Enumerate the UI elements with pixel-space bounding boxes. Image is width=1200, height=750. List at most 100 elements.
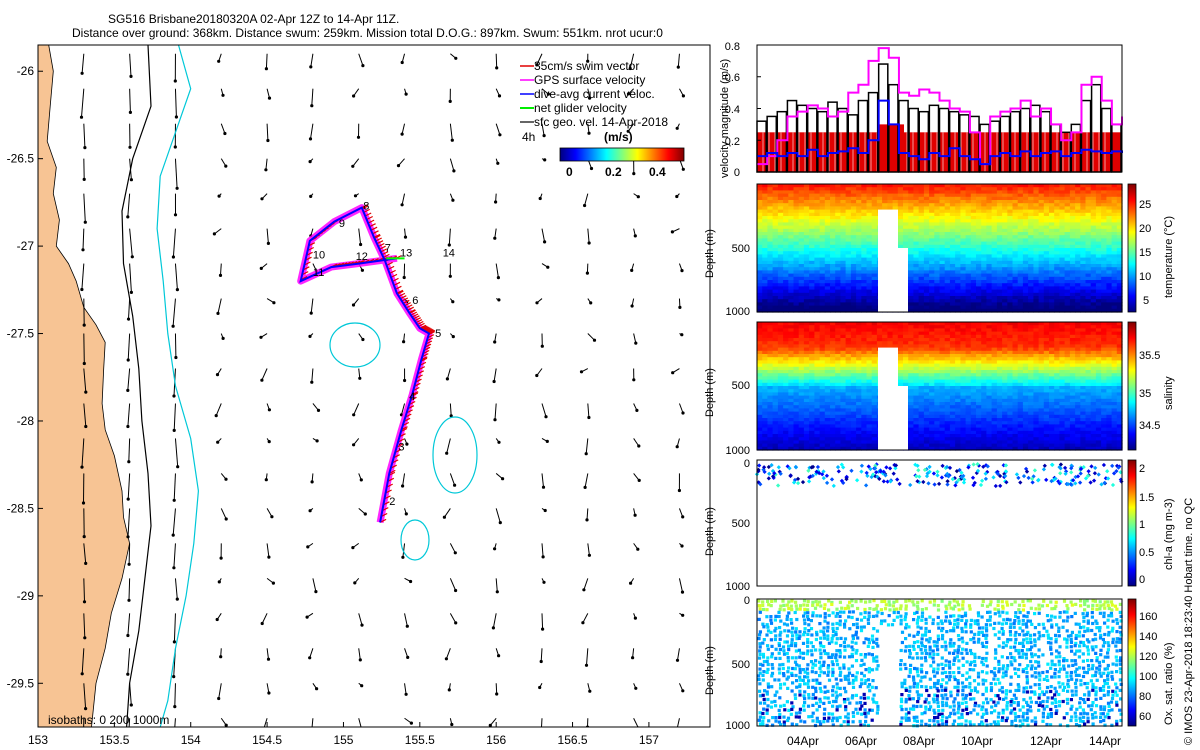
geo-vector-head [309, 311, 313, 315]
heat-cell [1080, 248, 1087, 252]
heat-cell [871, 244, 878, 249]
heat-cell [798, 302, 805, 307]
geo-vector [215, 403, 222, 416]
heat-cell [1022, 267, 1029, 271]
heat-cell [996, 203, 1003, 207]
heat-cell [991, 225, 998, 230]
geo-vector-head [215, 617, 219, 622]
heat-cell [757, 264, 763, 268]
geo-vector-head [535, 373, 539, 378]
heat-cell [856, 292, 862, 297]
heat-cell [835, 219, 841, 223]
map-y-tick-label: -26 [17, 64, 35, 78]
heat-cell [866, 232, 873, 236]
heat-cell [1002, 206, 1008, 211]
heat-cell [965, 193, 972, 198]
heat-cell [1022, 296, 1029, 300]
heat-cell [960, 286, 967, 291]
heat-cell [824, 286, 831, 291]
heat-cell [1075, 187, 1081, 191]
heat-cell [1002, 264, 1008, 268]
heat-cell [960, 206, 967, 211]
geo-vector-head [129, 178, 133, 182]
heat-cell [913, 187, 920, 191]
heat-cell [939, 228, 946, 233]
swim-vector [367, 219, 375, 224]
heat-cell [824, 302, 831, 307]
swim-vector [380, 248, 388, 253]
heat-cell [777, 200, 784, 204]
heat-cell [1007, 184, 1014, 188]
heat-cell [908, 184, 914, 188]
geo-vector [541, 403, 547, 417]
heat-cell [876, 193, 883, 198]
heat-cell [913, 232, 920, 236]
heat-cell [1012, 270, 1019, 275]
heat-cell [908, 196, 914, 201]
heat-cell [762, 219, 768, 223]
heat-cell [866, 241, 873, 246]
geo-vector-head [586, 59, 590, 63]
heat-cell [819, 280, 826, 284]
heat-cell [939, 206, 946, 211]
heat-cell [1007, 296, 1014, 300]
geo-vector-head [633, 616, 638, 620]
heat-cell [809, 190, 815, 195]
heat-cell [1116, 212, 1123, 217]
heat-cell [1095, 187, 1102, 191]
heat-cell [913, 248, 920, 252]
heat-cell [976, 251, 982, 255]
heat-cell [1080, 299, 1087, 303]
heat-cell [788, 232, 795, 236]
geo-vector-head [352, 443, 356, 447]
heat-cell [1106, 228, 1113, 233]
heat-cell [1038, 209, 1045, 214]
heat-cell [1017, 228, 1024, 233]
heat-cell [798, 203, 805, 207]
heat-cell [783, 228, 789, 233]
heat-cell [1002, 254, 1008, 259]
geo-vector-head [262, 727, 265, 730]
heat-cell [793, 292, 800, 297]
heat-cell [1043, 187, 1050, 191]
heat-cell [923, 289, 930, 294]
geo-vector [81, 263, 85, 290]
heat-cell [772, 289, 779, 294]
heat-cell [1054, 225, 1060, 230]
heat-cell [1085, 216, 1092, 220]
heat-cell [757, 244, 763, 249]
heat-cell [986, 270, 993, 275]
geo-vector [633, 718, 639, 727]
heat-cell [965, 244, 972, 249]
heat-cell [965, 209, 972, 214]
heat-cell [923, 203, 930, 207]
heat-cell [913, 216, 920, 220]
heat-cell [903, 184, 909, 188]
heat-cell [861, 216, 868, 220]
heat-cell [861, 283, 868, 287]
heat-cell [923, 228, 930, 233]
heat-cell [929, 216, 935, 220]
heat-cell [1106, 203, 1113, 207]
geo-vector [83, 543, 87, 564]
heat-cell [772, 248, 779, 252]
colorbar-tick-2: 0.4 [649, 165, 666, 179]
heat-cell [1007, 244, 1014, 249]
geo-vector-head [360, 623, 364, 627]
heat-cell [976, 292, 982, 297]
heat-cell [845, 216, 852, 220]
heat-cell [798, 286, 805, 291]
heat-cell [1054, 222, 1060, 227]
heat-cell [1101, 225, 1107, 230]
geo-vector-head [79, 115, 84, 119]
heat-cell [788, 280, 795, 284]
heat-cell [856, 190, 862, 195]
heat-cell [1106, 219, 1113, 223]
heat-cell [803, 184, 810, 188]
heat-cell [918, 225, 925, 230]
heat-cell [1101, 232, 1107, 236]
heat-cell [1043, 209, 1050, 214]
heat-cell [814, 241, 821, 246]
heat-cell [965, 286, 972, 291]
heat-cell [929, 280, 935, 284]
